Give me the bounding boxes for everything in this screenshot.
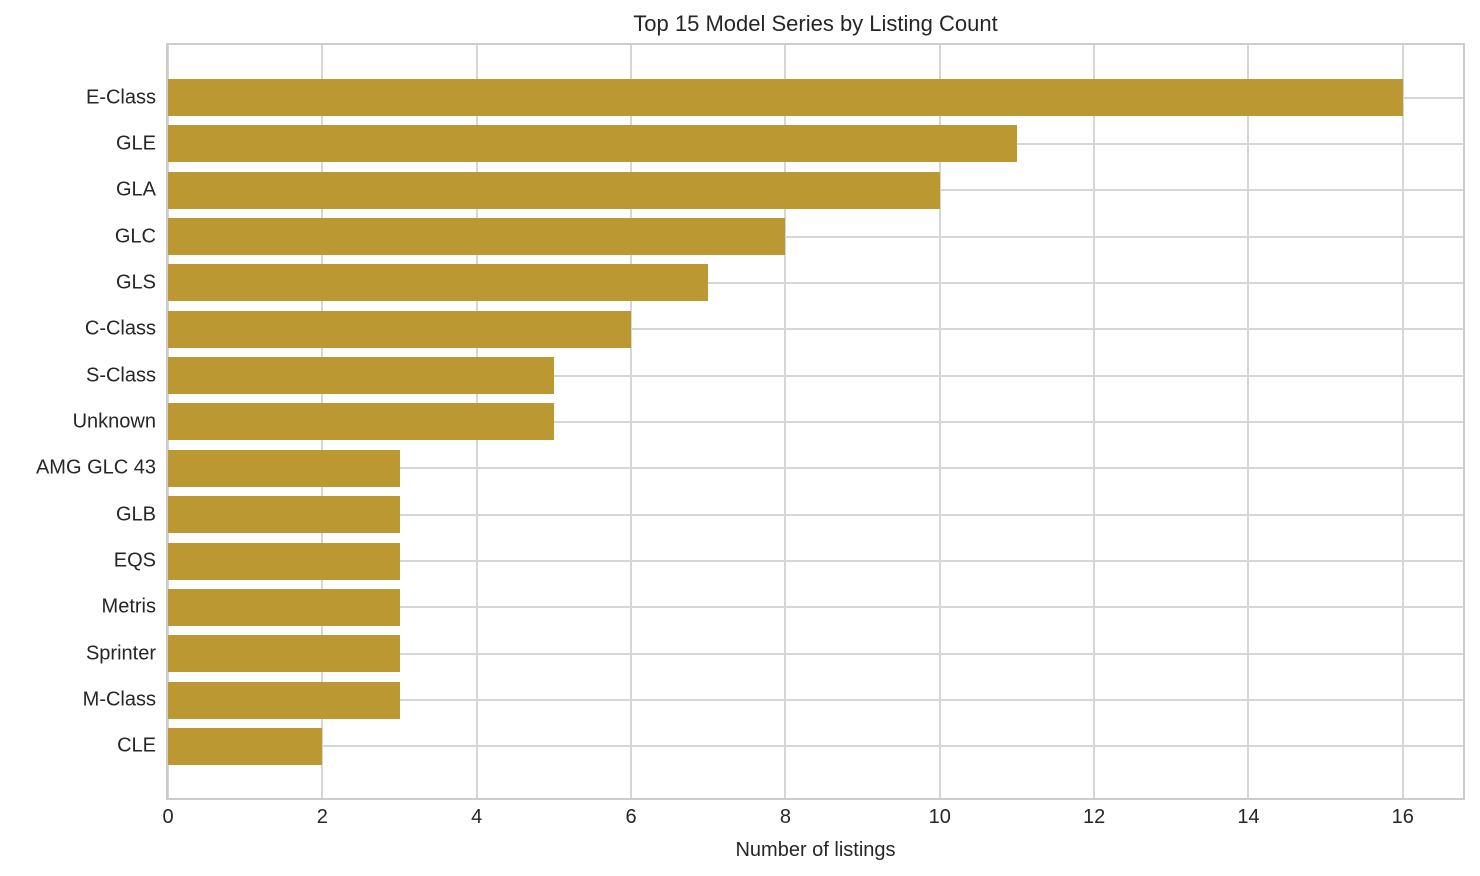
x-tick-label: 4 <box>471 806 483 828</box>
y-tick-label: Sprinter <box>85 642 156 665</box>
y-tick-label: M-Class <box>82 688 156 711</box>
plot-area <box>166 43 1465 800</box>
bar-metris <box>168 588 400 626</box>
y-tick-label: GLE <box>115 132 156 155</box>
x-tick-label: 6 <box>625 806 637 828</box>
x-tick-label: 10 <box>928 806 951 828</box>
y-tick-label: EQS <box>113 549 156 572</box>
gridline-y <box>168 745 1463 748</box>
y-tick-label: S-Class <box>85 364 156 387</box>
gridline-y <box>168 652 1463 655</box>
gridline-y <box>168 699 1463 702</box>
bar-gla <box>168 171 940 209</box>
gridline-y <box>168 606 1463 609</box>
x-tick-label: 8 <box>779 806 791 828</box>
y-tick-label: AMG GLC 43 <box>35 456 156 479</box>
bar-s-class <box>168 357 554 395</box>
x-axis-title: Number of listings <box>735 839 896 861</box>
bar-sprinter <box>168 635 400 673</box>
bar-unknown <box>168 403 554 441</box>
y-tick-label: GLC <box>114 225 156 248</box>
bar-amg-glc-43 <box>168 449 400 487</box>
gridline-y <box>168 374 1463 377</box>
gridline-y <box>168 281 1463 284</box>
y-tick-label: E-Class <box>85 86 156 108</box>
y-tick-label: GLS <box>115 271 156 294</box>
y-tick-label: C-Class <box>84 317 156 340</box>
gridline-y <box>168 513 1463 516</box>
gridline-y <box>168 328 1463 331</box>
bar-gls <box>168 264 709 302</box>
gridline-y <box>168 560 1463 562</box>
x-tick-label: 12 <box>1082 806 1106 828</box>
bar-m-class <box>168 681 400 719</box>
y-tick-label: Unknown <box>72 410 156 433</box>
bars-layer <box>168 45 1463 798</box>
bar-glc <box>168 218 786 256</box>
x-tick-label: 14 <box>1237 806 1260 828</box>
y-tick-label: GLA <box>115 178 156 201</box>
y-tick-label: GLB <box>115 503 156 526</box>
x-tick-label: 16 <box>1391 806 1414 828</box>
x-tick-label: 2 <box>316 806 328 828</box>
bar-cle <box>168 727 323 765</box>
gridline-y <box>168 420 1463 423</box>
bar-glb <box>168 496 400 534</box>
y-tick-label: CLE <box>117 734 156 757</box>
gridline-y <box>168 467 1463 470</box>
bar-c-class <box>168 310 632 348</box>
x-tick-label: 0 <box>162 806 174 828</box>
bar-gle <box>168 125 1017 163</box>
gridline-y <box>168 235 1463 238</box>
chart-title: Top 15 Model Series by Listing Count <box>633 11 998 36</box>
y-tick-label: Metris <box>101 595 156 618</box>
bar-e-class <box>168 79 1403 116</box>
bar-eqs <box>168 542 400 580</box>
